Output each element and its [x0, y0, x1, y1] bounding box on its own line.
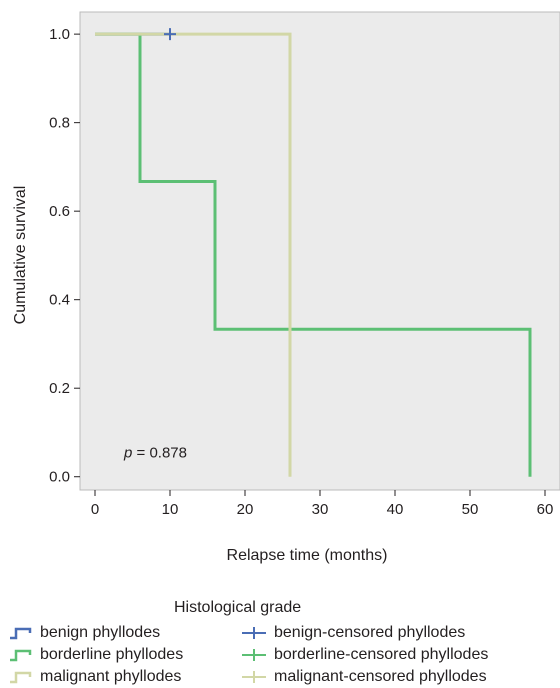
- legend-censor-icon: [242, 671, 266, 683]
- legend-item-5: malignant-censored phyllodes: [238, 666, 487, 688]
- legend-item-1: benign-censored phyllodes: [238, 622, 465, 644]
- x-tick-label: 30: [312, 501, 329, 518]
- plot-area: [79, 11, 560, 491]
- legend-label: malignant-censored phyllodes: [274, 668, 487, 685]
- p-value-annotation: p = 0.878: [123, 444, 187, 461]
- legend-label: benign-censored phyllodes: [274, 624, 466, 641]
- legend-item-2: borderline phyllodes: [4, 644, 183, 666]
- legend-item-0: benign phyllodes: [4, 622, 160, 644]
- legend-label: malignant phyllodes: [40, 668, 182, 685]
- legend-label: benign phyllodes: [40, 624, 161, 641]
- y-axis-ticks: 0.0 0.2 0.4 0.6 0.8 1.0: [49, 26, 80, 486]
- x-tick-label: 0: [91, 501, 99, 518]
- survival-chart: 0 10 20 30 40 50 60 0.0 0.2 0.4 0.6 0.8 1.0 p = 0.8…: [12, 11, 560, 564]
- x-tick-label: 10: [162, 501, 179, 518]
- censor-mark-0-0: [164, 28, 176, 41]
- legend-label: borderline-censored phyllodes: [274, 646, 489, 663]
- legend-step-icon: [10, 671, 32, 684]
- legend-title: Histological grade: [174, 599, 302, 616]
- y-axis-title: Cumulative survival: [12, 186, 29, 325]
- x-tick-label: 60: [537, 501, 554, 518]
- legend-item-4: malignant phyllodes: [4, 666, 181, 688]
- legend-step-icon: [10, 649, 32, 662]
- p-value-symbol: p: [123, 444, 132, 461]
- legend: Histological grade benign phyllodes benig…: [0, 598, 560, 685]
- y-tick-label: 0.8: [49, 115, 70, 132]
- x-axis-ticks: 0 10 20 30 40 50 60: [91, 490, 554, 518]
- p-value-text: = 0.878: [132, 444, 187, 461]
- x-axis-title: Relapse time (months): [227, 547, 388, 564]
- y-tick-label: 0.2: [49, 380, 70, 397]
- y-tick-label: 0.4: [49, 292, 70, 309]
- legend-item-3: borderline-censored phyllodes: [238, 644, 488, 666]
- series-line-2: [95, 32, 292, 477]
- plot-content: [95, 28, 532, 477]
- x-tick-label: 50: [462, 501, 479, 518]
- y-tick-label: 0.6: [49, 203, 70, 220]
- legend-censor-icon: [242, 627, 266, 639]
- legend-label: borderline phyllodes: [40, 646, 184, 663]
- legend-step-icon: [10, 627, 32, 640]
- y-tick-label: 1.0: [49, 26, 70, 43]
- legend-censor-icon: [242, 649, 266, 661]
- x-tick-label: 20: [237, 501, 254, 518]
- x-tick-label: 40: [387, 501, 404, 518]
- y-tick-label: 0.0: [49, 469, 70, 486]
